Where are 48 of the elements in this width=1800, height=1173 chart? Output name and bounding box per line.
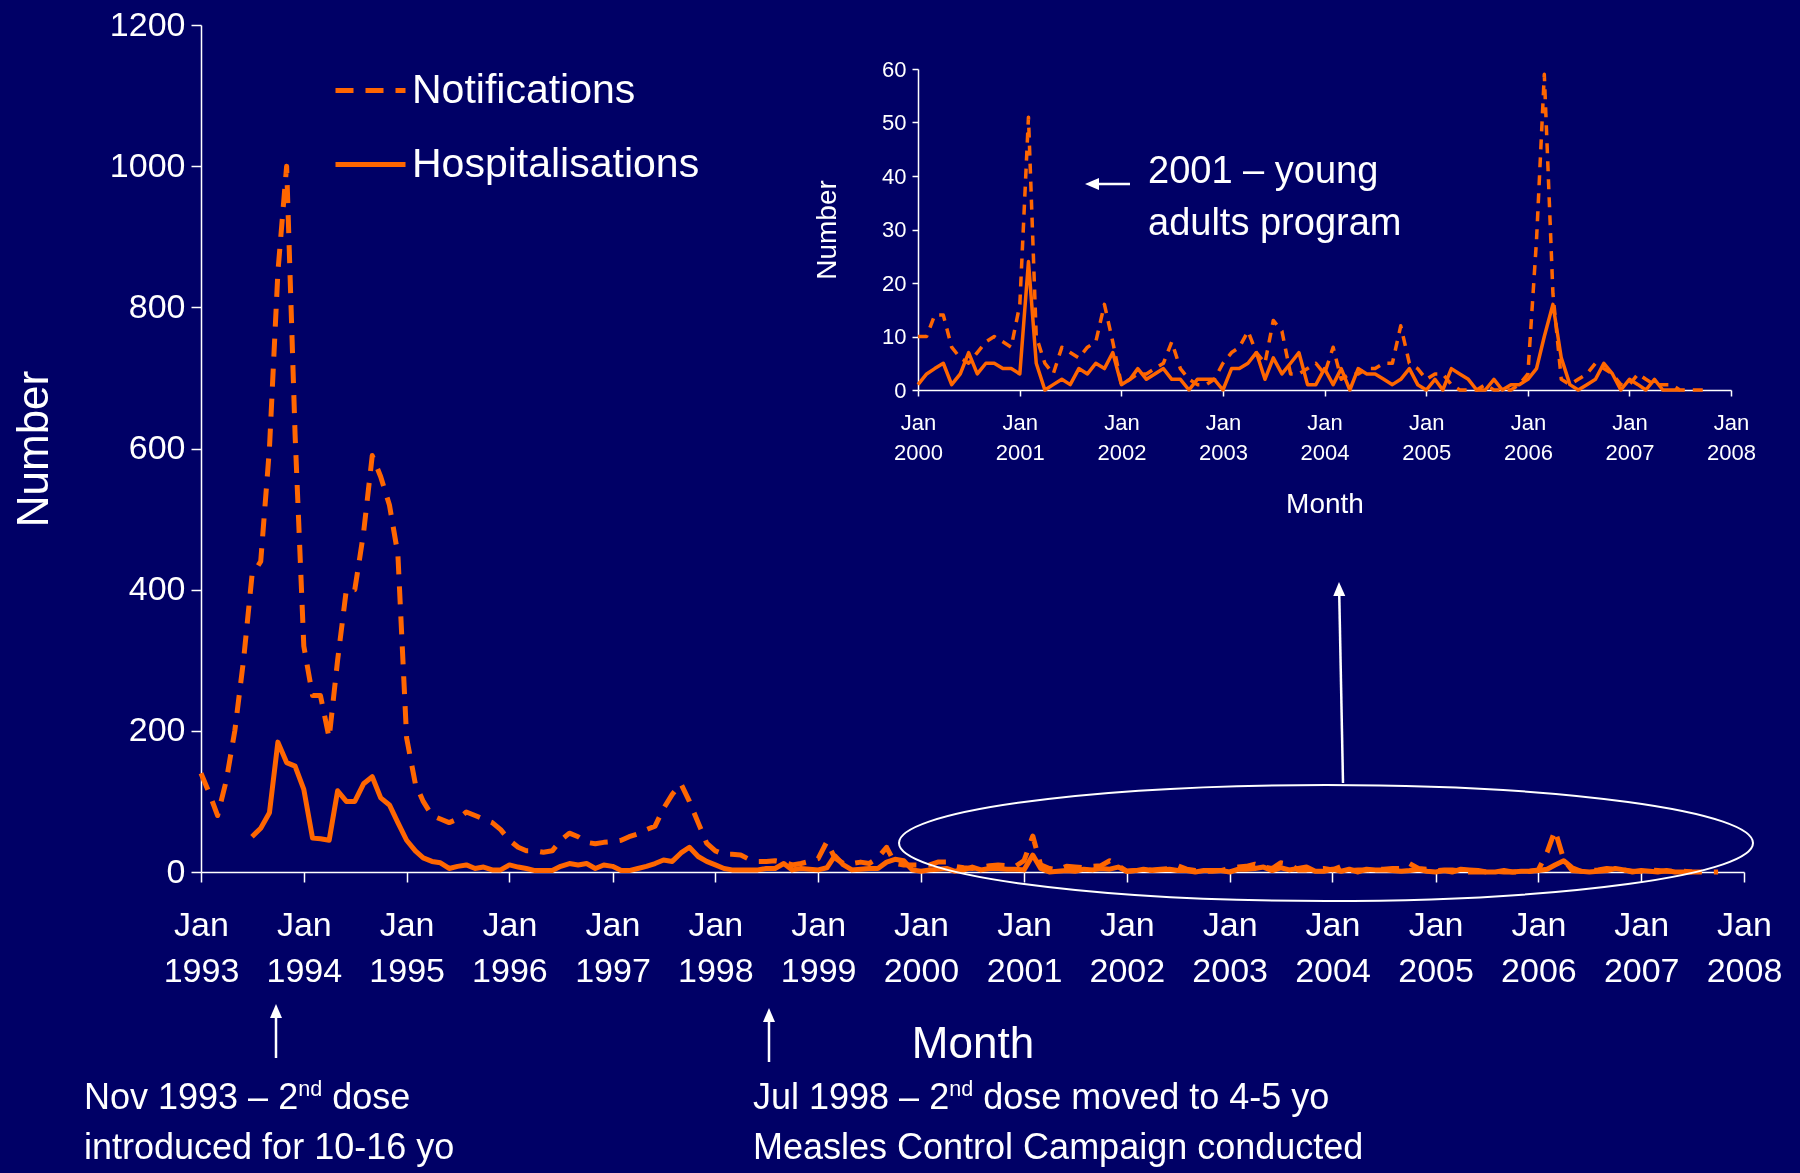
x-tick-label: Jan 2000 — [883, 904, 960, 989]
x-tick-label: Jan 2008 — [1707, 409, 1756, 465]
x-tick-label: Jan 2002 — [1097, 409, 1147, 465]
y-tick-label: 60 — [882, 56, 907, 82]
x-tick-label: Jan 2001 — [986, 904, 1063, 989]
y-axis-title: Number — [7, 370, 57, 528]
x-tick-label: Jan 2001 — [995, 409, 1045, 465]
x-tick-label: Jan 1993 — [163, 904, 240, 989]
x-tick-label: Jan 2004 — [1300, 409, 1350, 465]
y-tick-label: 200 — [128, 710, 186, 749]
text: Nov 1993 – 2$^{nd}$ dose introduced for 10-16 yo — [84, 1075, 455, 1169]
x-tick-label: Jan 2003 — [1198, 409, 1248, 465]
legend-label: Hospitalisations — [412, 139, 700, 186]
y-tick-label: 1000 — [109, 145, 186, 184]
x-axis-title: Month — [1286, 487, 1364, 519]
y-tick-label: 20 — [882, 270, 907, 296]
x-tick-label: Jan 2008 — [1706, 904, 1783, 989]
x-tick-label: Jan 2007 — [1603, 904, 1680, 989]
x-tick-label: Jan 1997 — [575, 904, 651, 989]
y-axis-title: Number — [810, 180, 842, 280]
y-tick-label: 800 — [128, 286, 186, 325]
y-tick-label: 50 — [882, 110, 907, 135]
annotation: 2001 – young adults program — [1148, 148, 1402, 245]
y-tick-label: 1200 — [109, 4, 186, 43]
y-tick-label: 0 — [166, 851, 186, 890]
x-tick-label: Jan 2004 — [1295, 904, 1371, 989]
x-tick-label: Jan 1998 — [678, 904, 754, 989]
x-tick-label: Jan 2003 — [1192, 904, 1268, 989]
x-tick-label: Jan 2006 — [1503, 409, 1553, 465]
x-tick-label: Jan 2005 — [1402, 409, 1452, 465]
x-tick-label: Jan 1999 — [780, 904, 857, 989]
y-tick-label: 10 — [882, 324, 907, 349]
legend-label: Notifications — [412, 65, 636, 112]
x-tick-label: Jan 2006 — [1501, 904, 1577, 989]
x-tick-label: Jan 2007 — [1605, 409, 1655, 465]
x-tick-label: Jan 2000 — [894, 409, 943, 465]
x-tick-label: Jan 2002 — [1089, 904, 1166, 989]
x-tick-label: Jan 1994 — [266, 904, 343, 989]
x-tick-label: Jan 1996 — [472, 904, 548, 989]
y-tick-label: 400 — [128, 569, 186, 608]
y-tick-label: 30 — [882, 217, 907, 242]
x-tick-label: Jan 1995 — [369, 904, 445, 989]
y-tick-label: 40 — [882, 163, 907, 189]
text: Jul 1998 – 2$^{nd}$ dose moved to 4-5 yo Measles Control Campaign conducted — [753, 1076, 1364, 1167]
x-axis-title: Month — [911, 1017, 1035, 1067]
y-tick-label: 600 — [128, 428, 186, 466]
x-tick-label: Jan 2005 — [1398, 904, 1474, 989]
y-tick-label: 0 — [894, 377, 907, 403]
